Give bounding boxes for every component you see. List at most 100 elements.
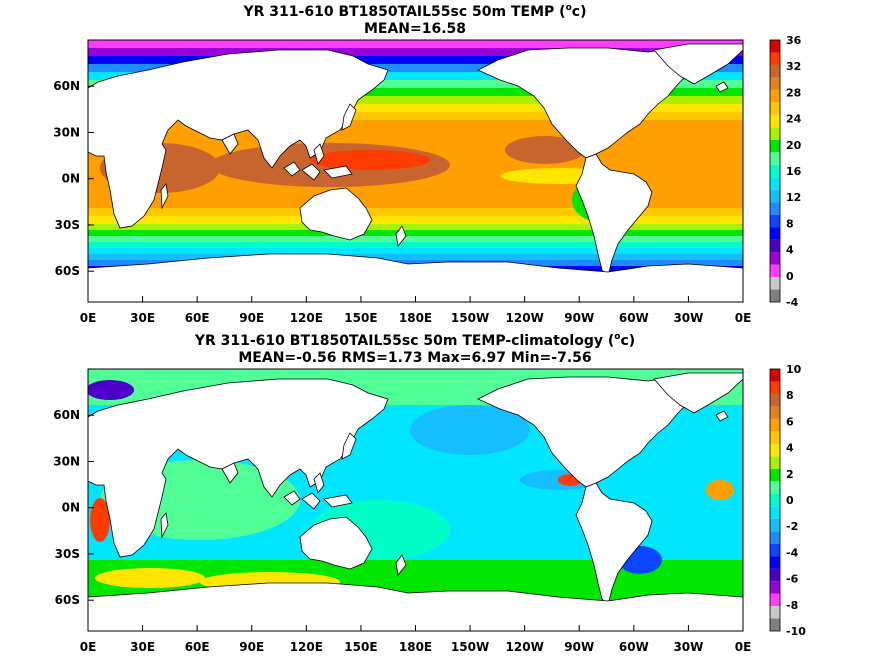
panel-2-colorbar: -10 -8 -6 -4 -2 0 2 4 6 8 10: [769, 363, 806, 638]
colorbar-tick-label: 28: [786, 86, 801, 99]
panel-2-x-ticks: 0E 30E 60E 90E 120E 150E 180E 150W 120W 90W 60W 30W…: [80, 625, 751, 654]
temperature-band: [88, 80, 743, 88]
colorbar-segment: [770, 431, 780, 444]
x-tick-label: 0E: [80, 311, 97, 325]
colorbar-frame: [769, 368, 781, 632]
panel-2-y-ticks: 60N 30N 0N 30S 60S: [53, 408, 94, 607]
colorbar-segment: [770, 618, 780, 631]
temperature-band: [88, 56, 743, 64]
panel-1-colorbar: -4 0 4 8 12 16 20 24 28 32 36: [769, 34, 802, 309]
colorbar-tick-label: 16: [786, 165, 802, 178]
colorbar-segment: [770, 102, 780, 115]
colorbar-segment: [770, 114, 780, 128]
colorbar-tick-label: -2: [786, 520, 798, 533]
panel-1: YR 311-610 BT1850TAIL55sc 50m TEMP (oc) …: [53, 3, 801, 325]
panel-1-y-ticks: 60N 30N 0N 30S 60S: [53, 79, 94, 278]
panel-2-subtitle: MEAN=-0.56 RMS=1.73 Max=6.97 Min=-7.56: [238, 350, 591, 366]
colorbar-tick-label: -6: [786, 573, 799, 586]
colorbar-segment: [770, 606, 780, 619]
colorbar-tick-label: -4: [786, 296, 799, 309]
x-tick-label: 0E: [80, 640, 97, 654]
temperature-band: [88, 48, 743, 56]
colorbar-segment: [770, 568, 780, 582]
temperature-band: [88, 216, 743, 224]
x-tick-label: 120W: [506, 640, 544, 654]
colorbar-segment: [770, 381, 780, 394]
colorbar-segment: [770, 518, 780, 532]
colorbar-segment: [770, 89, 780, 103]
colorbar-tick-label: 0: [786, 270, 794, 283]
colorbar-segment: [770, 202, 780, 215]
colorbar-tick-label: 4: [786, 442, 794, 455]
x-tick-label: 150E: [344, 311, 377, 325]
x-tick-label: 120E: [290, 311, 323, 325]
colorbar-segment: [770, 127, 780, 140]
colorbar-segment: [770, 164, 780, 178]
colorbar-segment: [770, 481, 780, 494]
y-tick-label: 30N: [53, 454, 80, 468]
colorbar-tick-label: 6: [786, 415, 794, 428]
colorbar-segment: [770, 443, 780, 457]
colorbar-segment: [770, 556, 780, 569]
colorbar-segment: [770, 406, 780, 419]
y-tick-label: 30S: [55, 218, 80, 232]
x-tick-label: 120W: [506, 311, 544, 325]
y-tick-label: 60S: [55, 593, 80, 607]
y-tick-label: 0N: [62, 172, 80, 186]
temperature-band: [88, 72, 743, 80]
colorbar-tick-label: 0: [786, 494, 794, 507]
x-tick-label: 60W: [619, 311, 649, 325]
x-tick-label: 60E: [185, 311, 210, 325]
colorbar-segment: [770, 64, 780, 78]
y-tick-label: 30N: [53, 125, 80, 139]
x-tick-label: 30W: [673, 311, 703, 325]
colorbar-frame: [769, 39, 781, 303]
temperature-band: [88, 88, 743, 96]
temperature-band: [88, 112, 743, 120]
panel-2-map: [88, 369, 743, 631]
colorbar-segment: [770, 289, 780, 302]
colorbar-tick-label: 20: [786, 139, 802, 152]
temperature-band: [88, 254, 743, 260]
x-tick-label: 150W: [451, 311, 489, 325]
temperature-band: [88, 248, 743, 254]
temperature-band: [88, 96, 743, 104]
temperature-band: [88, 64, 743, 72]
colorbar-tick-label: 12: [786, 191, 801, 204]
colorbar-tick-label: 8: [786, 217, 794, 230]
x-tick-label: 180E: [399, 311, 432, 325]
x-tick-label: 60E: [185, 640, 210, 654]
colorbar-segment: [770, 264, 780, 278]
colorbar-segment: [770, 418, 780, 432]
x-tick-label: 90E: [239, 311, 264, 325]
y-tick-label: 0N: [62, 501, 80, 515]
colorbar-segment: [770, 277, 780, 290]
colorbar-tick-label: 10: [786, 363, 802, 376]
colorbar-segment: [770, 52, 780, 65]
colorbar-segment: [770, 506, 780, 519]
x-tick-label: 180E: [399, 640, 432, 654]
x-tick-label: 60W: [619, 640, 649, 654]
temperature-band: [88, 260, 743, 266]
colorbar-tick-label: 24: [786, 113, 802, 126]
y-tick-label: 60N: [53, 408, 80, 422]
y-tick-label: 30S: [55, 547, 80, 561]
colorbar-segment: [770, 393, 780, 407]
x-tick-label: 90W: [564, 640, 594, 654]
colorbar-segment: [770, 468, 780, 482]
temperature-band: [88, 104, 743, 112]
panel-2-title: YR 311-610 BT1850TAIL55sc 50m TEMP-clima…: [194, 332, 635, 349]
colorbar-segment: [770, 456, 780, 469]
colorbar-segment: [770, 177, 780, 190]
colorbar-tick-label: 2: [786, 468, 794, 481]
colorbar-segment: [770, 543, 780, 557]
colorbar-tick-label: -4: [786, 546, 799, 559]
colorbar-tick-label: -8: [786, 599, 798, 612]
temperature-band: [88, 208, 743, 216]
colorbar-tick-label: 36: [786, 34, 802, 47]
colorbar-segment: [770, 77, 780, 90]
colorbar-tick-label: 8: [786, 389, 794, 402]
panel-1-map: [88, 40, 743, 302]
panel-1-x-ticks: 0E 30E 60E 90E 120E 150E 180E 150W 120W 90W 60W 30W…: [80, 296, 751, 325]
